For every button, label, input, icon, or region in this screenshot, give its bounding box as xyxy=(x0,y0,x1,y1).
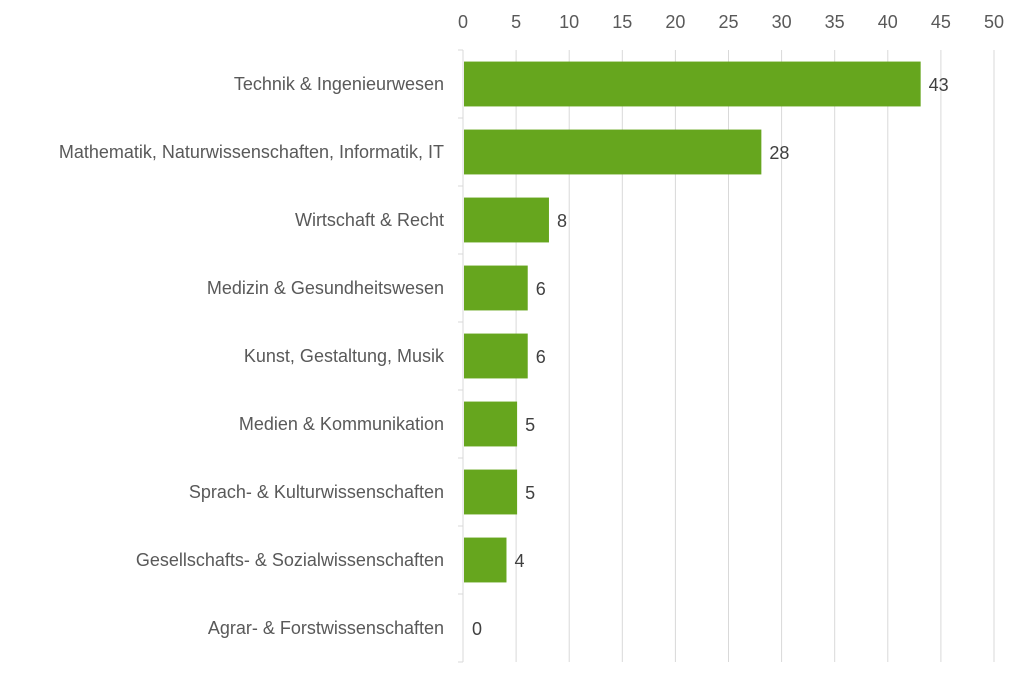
bar-5 xyxy=(464,401,518,447)
category-label: Wirtschaft & Recht xyxy=(295,210,444,230)
bar-7 xyxy=(464,537,507,583)
bar-0 xyxy=(464,61,921,107)
category-axis xyxy=(458,49,463,663)
bar-3 xyxy=(464,265,528,311)
x-axis-ticks: 0 5 10 15 20 25 30 35 40 45 50 xyxy=(458,12,1004,32)
data-labels: 43 28 8 6 6 5 5 4 0 xyxy=(472,75,949,639)
data-label: 6 xyxy=(536,279,546,299)
x-tick-label: 40 xyxy=(878,12,898,32)
category-label: Gesellschafts- & Sozialwissenschaften xyxy=(136,550,444,570)
x-tick-label: 30 xyxy=(772,12,792,32)
category-label: Medien & Kommunikation xyxy=(239,414,444,434)
data-label: 43 xyxy=(929,75,949,95)
bar-2 xyxy=(464,197,549,243)
x-tick-label: 50 xyxy=(984,12,1004,32)
bar-1 xyxy=(464,129,762,175)
x-tick-label: 0 xyxy=(458,12,468,32)
bar-6 xyxy=(464,469,518,515)
data-label: 6 xyxy=(536,347,546,367)
data-label: 5 xyxy=(525,415,535,435)
category-labels: Technik & Ingenieurwesen Mathematik, Natu… xyxy=(59,74,445,638)
data-label: 4 xyxy=(514,551,524,571)
category-label: Medizin & Gesundheitswesen xyxy=(207,278,444,298)
data-label: 0 xyxy=(472,619,482,639)
data-label: 5 xyxy=(525,483,535,503)
bar-4 xyxy=(464,333,528,379)
category-label: Agrar- & Forstwissenschaften xyxy=(208,618,444,638)
x-tick-label: 15 xyxy=(612,12,632,32)
category-label: Mathematik, Naturwissenschaften, Informa… xyxy=(59,142,444,162)
x-tick-label: 5 xyxy=(511,12,521,32)
x-tick-label: 20 xyxy=(665,12,685,32)
category-label: Sprach- & Kulturwissenschaften xyxy=(189,482,444,502)
bars xyxy=(464,61,921,583)
x-tick-label: 45 xyxy=(931,12,951,32)
x-tick-label: 35 xyxy=(825,12,845,32)
data-label: 8 xyxy=(557,211,567,231)
data-label: 28 xyxy=(769,143,789,163)
x-tick-label: 25 xyxy=(718,12,738,32)
category-label: Kunst, Gestaltung, Musik xyxy=(244,346,445,366)
x-tick-label: 10 xyxy=(559,12,579,32)
category-label: Technik & Ingenieurwesen xyxy=(234,74,444,94)
